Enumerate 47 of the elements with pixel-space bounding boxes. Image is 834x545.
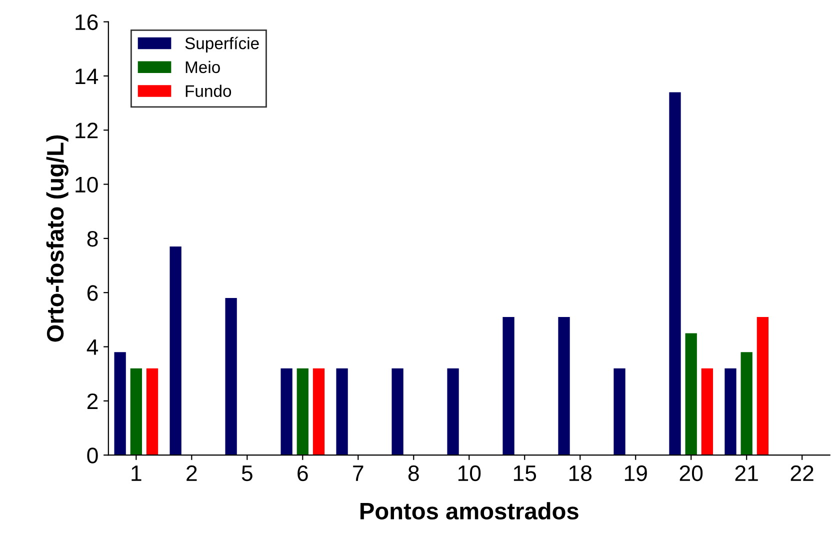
bar <box>614 368 626 456</box>
y-tick-label: 14 <box>76 68 98 84</box>
x-tick-label: 2 <box>186 465 197 481</box>
x-tick-label: 18 <box>569 465 592 482</box>
x-tick-label: 15 <box>514 466 536 482</box>
bar <box>336 368 348 456</box>
x-tick-label: 20 <box>680 465 703 482</box>
y-tick-label: 6 <box>87 285 98 301</box>
bar <box>447 368 459 456</box>
bar <box>701 368 714 456</box>
bar <box>280 368 292 456</box>
bar <box>502 316 514 456</box>
bar <box>296 368 308 456</box>
bar <box>558 316 570 456</box>
y-tick-label: 10 <box>76 176 98 193</box>
x-tick-label: 22 <box>790 465 814 481</box>
legend-label: Fundo <box>186 84 232 97</box>
y-tick-label: 12 <box>76 122 98 138</box>
y-tick-label: 8 <box>87 230 98 247</box>
bar <box>669 92 681 456</box>
x-tick-label: 5 <box>242 466 252 482</box>
x-tick-label: 6 <box>298 465 308 482</box>
y-tick-label: 16 <box>76 14 98 30</box>
bar <box>170 246 182 456</box>
y-tick-label: 2 <box>87 393 98 409</box>
y-tick-label: 0 <box>87 448 98 464</box>
bar <box>392 368 404 456</box>
y-tick-label: 4 <box>86 340 98 355</box>
bar <box>114 352 126 456</box>
x-axis-title: Pontos amostrados <box>360 502 578 520</box>
bar <box>312 368 325 456</box>
legend-label: Meio <box>186 60 220 74</box>
x-tick-label: 21 <box>735 465 758 481</box>
bar <box>146 368 158 456</box>
bar <box>740 352 752 456</box>
x-tick-label: 1 <box>132 466 142 481</box>
legend-label: Superfície <box>185 36 259 53</box>
y-axis-title: Orto-fosfato (ug/L) <box>46 135 68 342</box>
x-tick-label: 7 <box>353 466 364 481</box>
bar <box>756 316 769 456</box>
x-tick-label: 19 <box>624 465 647 482</box>
x-tick-label: 8 <box>408 465 419 482</box>
x-tick-label: 10 <box>458 465 481 482</box>
bar <box>130 368 142 456</box>
bar <box>225 298 237 456</box>
bar <box>724 368 736 456</box>
bar <box>685 333 697 456</box>
